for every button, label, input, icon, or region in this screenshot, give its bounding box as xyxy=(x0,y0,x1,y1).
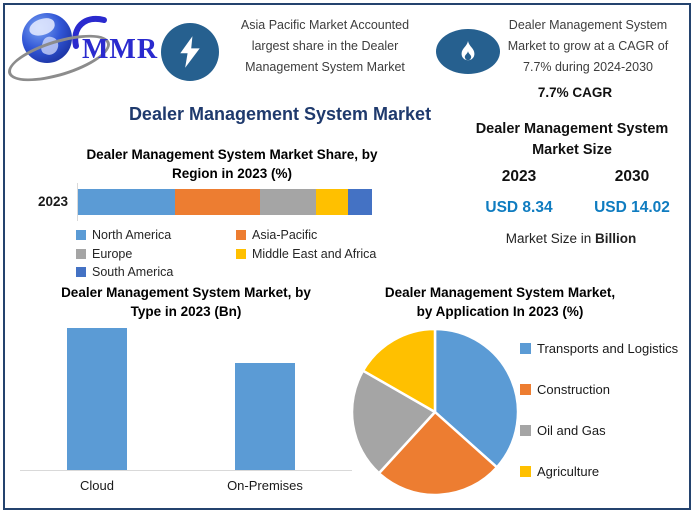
headline-cagr: Dealer Management System Market to grow … xyxy=(488,15,688,78)
type-bar-cloud xyxy=(67,328,127,470)
region-chart-title-line: Dealer Management System Market Share, b… xyxy=(86,147,378,162)
region-bar-segment xyxy=(175,189,261,215)
type-labels: Cloud On-Premises xyxy=(20,478,352,496)
application-chart: Dealer Management System Market, by Appl… xyxy=(350,283,690,508)
legend-item: South America xyxy=(76,265,236,279)
legend-item: Asia-Pacific xyxy=(236,228,392,242)
region-bar-segment xyxy=(316,189,349,215)
region-axis-line xyxy=(77,183,78,221)
legend-item: Construction xyxy=(520,382,678,397)
legend-label: Asia-Pacific xyxy=(252,228,318,243)
headline-line: Market to grow at a CAGR of xyxy=(507,39,669,53)
market-size-heading-line: Dealer Management System xyxy=(475,121,669,137)
flame-icon xyxy=(461,40,475,60)
headline-line: Dealer Management System xyxy=(508,18,668,32)
legend-swatch xyxy=(520,425,531,436)
application-legend: Transports and Logistics Construction Oil … xyxy=(520,341,678,479)
page-title: Dealer Management System Market xyxy=(128,104,432,124)
year-2030-label: 2030 xyxy=(614,168,650,185)
headline-asia-pacific: Asia Pacific Market Accounted largest sh… xyxy=(225,15,425,78)
legend-label: Transports and Logistics xyxy=(537,341,679,356)
type-plot xyxy=(20,322,352,471)
legend-swatch xyxy=(236,248,246,259)
region-chart-title-line: Region in 2023 (%) xyxy=(171,166,293,181)
legend-swatch xyxy=(236,230,246,241)
application-pie xyxy=(350,327,520,497)
application-chart-title-line: Dealer Management System Market, xyxy=(384,285,616,300)
headline-line: Asia Pacific Market Accounted xyxy=(240,18,410,32)
type-chart-title: Dealer Management System Market, by Type… xyxy=(20,283,352,321)
value-2023: USD 8.34 xyxy=(485,199,553,216)
flame-icon-badge xyxy=(436,29,500,74)
lightning-icon xyxy=(180,36,200,68)
legend-item: Agriculture xyxy=(520,464,678,479)
year-2023-label: 2023 xyxy=(501,168,537,185)
unit-note-bold: Billion xyxy=(595,231,637,246)
region-chart-title: Dealer Management System Market Share, b… xyxy=(62,145,402,183)
application-chart-title: Dealer Management System Market, by Appl… xyxy=(352,283,648,321)
market-size-unit-note: Market Size in Billion xyxy=(451,231,691,246)
legend-item: Europe xyxy=(76,247,236,261)
legend-swatch xyxy=(520,384,531,395)
region-bar-segment xyxy=(78,189,176,215)
legend-swatch xyxy=(76,267,86,278)
legend-item: Oil and Gas xyxy=(520,423,678,438)
lightning-icon-badge xyxy=(161,23,219,81)
pie-slice-1 xyxy=(433,327,520,469)
legend-swatch xyxy=(76,248,86,259)
region-bar xyxy=(78,189,372,215)
legend-swatch xyxy=(520,466,531,477)
type-chart-title-line: Type in 2023 (Bn) xyxy=(130,304,242,319)
legend-swatch xyxy=(76,230,86,241)
market-size-heading-line: Market Size xyxy=(532,142,612,158)
application-chart-title-line: by Application In 2023 (%) xyxy=(416,304,584,319)
logo-swoosh xyxy=(72,15,107,49)
legend-item: Middle East and Africa xyxy=(236,247,392,261)
legend-label: Oil and Gas xyxy=(537,423,606,438)
legend-item: North America xyxy=(76,228,236,242)
globe-icon xyxy=(22,13,72,63)
pie-slice-4 xyxy=(361,327,437,414)
type-chart-title-line: Dealer Management System Market, by xyxy=(61,285,311,300)
headline-line: Management System Market xyxy=(245,60,405,74)
region-bar-segment xyxy=(348,189,372,215)
legend-label: South America xyxy=(92,265,174,280)
pie-slice-2 xyxy=(377,410,499,497)
type-chart: Dealer Management System Market, by Type… xyxy=(20,283,352,508)
cagr-label: 7.7% CAGR xyxy=(537,85,613,100)
headline-line: largest share in the Dealer xyxy=(251,39,399,53)
legend-label: North America xyxy=(92,228,172,243)
legend-label: Europe xyxy=(92,246,133,261)
market-size-heading: Dealer Management System Market Size xyxy=(452,119,692,161)
type-category-label: On-Premises xyxy=(227,478,303,493)
unit-note-prefix: Market Size in xyxy=(505,231,596,246)
legend-label: Agriculture xyxy=(537,464,600,479)
type-bar-on-premises xyxy=(235,363,295,470)
legend-swatch xyxy=(520,343,531,354)
pie-slice-3 xyxy=(350,369,437,475)
logo-text: MMR xyxy=(82,34,159,65)
headline-line: 7.7% during 2024-2030 xyxy=(523,60,653,74)
region-bar-segment xyxy=(260,189,317,215)
region-legend: North America Asia-Pacific Europe Middle Ea… xyxy=(76,226,392,282)
legend-item: Transports and Logistics xyxy=(520,341,678,356)
region-year-label: 2023 xyxy=(37,194,68,209)
mmr-logo: MMR xyxy=(3,8,157,91)
legend-label: Middle East and Africa xyxy=(252,246,377,261)
value-2030: USD 14.02 xyxy=(594,199,670,216)
type-category-label: Cloud xyxy=(80,478,114,493)
legend-label: Construction xyxy=(537,382,610,397)
